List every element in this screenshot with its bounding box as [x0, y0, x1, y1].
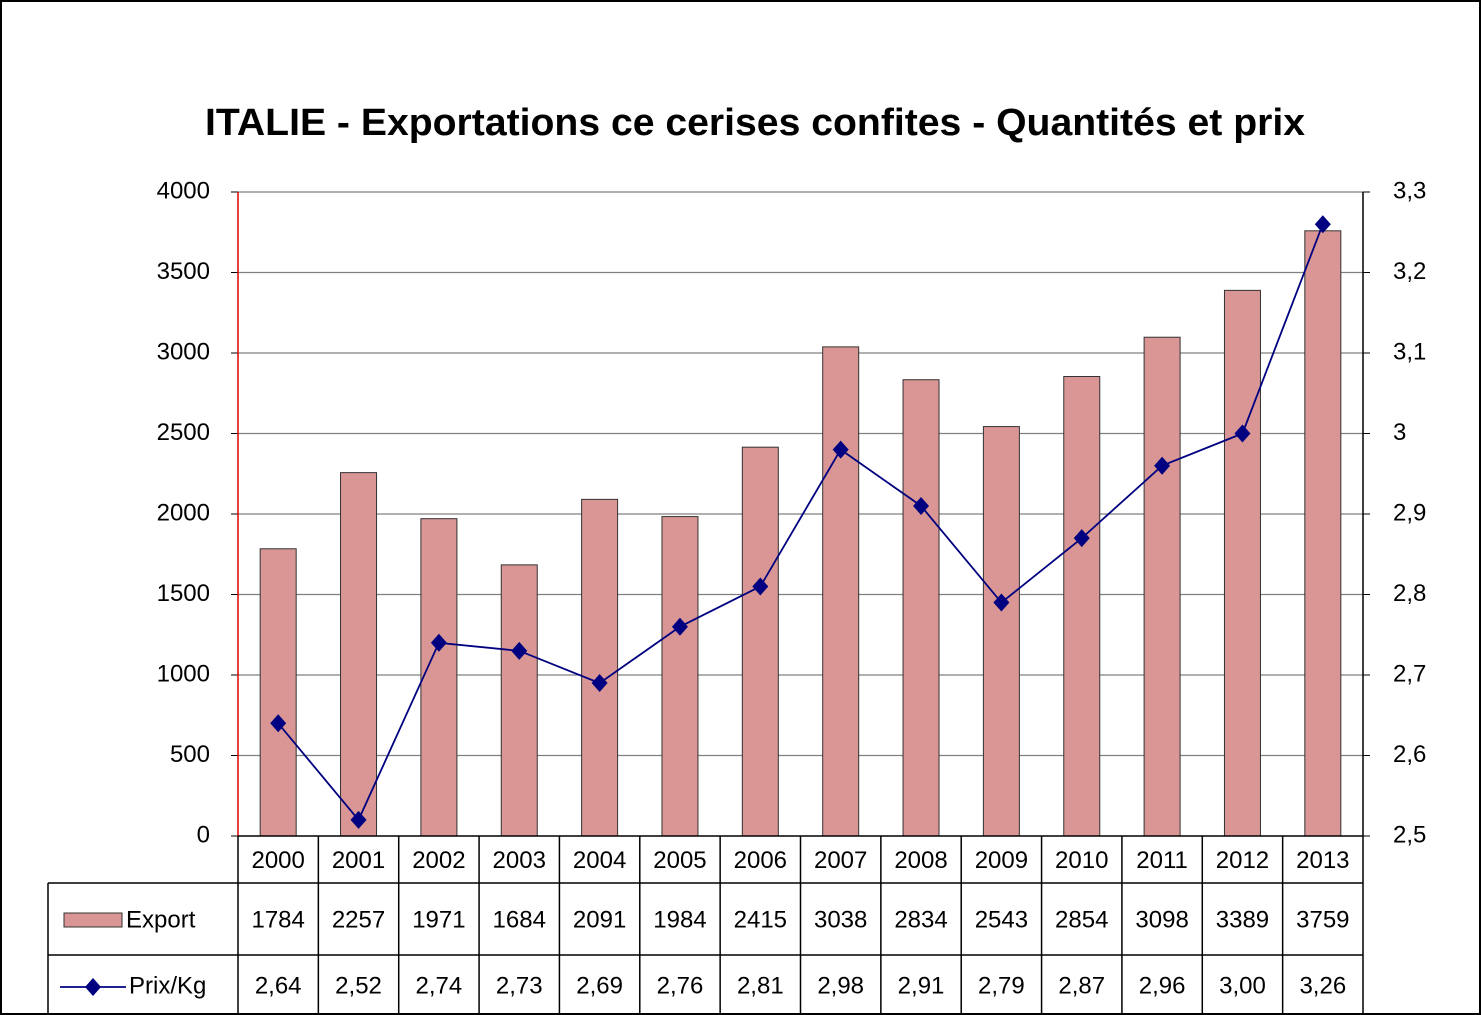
marker [832, 440, 849, 459]
table-value: 2834 [894, 906, 947, 933]
table-value: 2,91 [898, 972, 945, 999]
table-value: 2,69 [576, 972, 623, 999]
y2-tick-label: 2,5 [1393, 821, 1426, 848]
table-value: 3098 [1135, 906, 1188, 933]
y2-tick-label: 2,7 [1393, 660, 1426, 687]
legend-swatch [63, 912, 123, 928]
table-value: 2,52 [335, 972, 382, 999]
y-tick-label: 1000 [157, 660, 210, 687]
bar [1063, 376, 1101, 837]
y-tick-label: 2500 [157, 419, 210, 446]
table-value: 2854 [1055, 906, 1108, 933]
bar [822, 346, 860, 837]
table-value: 2,64 [255, 972, 302, 999]
table-value: 2257 [332, 906, 385, 933]
bar [982, 426, 1020, 837]
bar [500, 564, 538, 837]
table-value: 3038 [814, 906, 867, 933]
marker [671, 617, 688, 636]
bar [1223, 289, 1261, 837]
y2-tick-label: 3,3 [1393, 177, 1426, 204]
legend-label: Prix/Kg [129, 972, 206, 999]
x-tick-label: 2004 [573, 847, 626, 874]
y2-tick-label: 3,1 [1393, 338, 1426, 365]
x-tick-label: 2003 [493, 847, 546, 874]
table-value: 2,87 [1058, 972, 1105, 999]
marker [350, 810, 367, 829]
bar [340, 472, 378, 837]
table-value: 2,98 [817, 972, 864, 999]
bar [259, 548, 297, 837]
table-value: 2,73 [496, 972, 543, 999]
y2-tick-label: 3 [1393, 419, 1406, 446]
x-tick-label: 2009 [975, 847, 1028, 874]
y-tick-label: 500 [170, 741, 210, 768]
y2-tick-label: 3,2 [1393, 258, 1426, 285]
legend-label: Export [126, 906, 196, 933]
legend-marker [85, 978, 101, 996]
table-value: 2091 [573, 906, 626, 933]
table-value: 2543 [975, 906, 1028, 933]
x-tick-label: 2006 [734, 847, 787, 874]
y2-tick-label: 2,8 [1393, 580, 1426, 607]
table-value: 2,74 [416, 972, 463, 999]
y-tick-label: 1500 [157, 580, 210, 607]
table-value: 3,26 [1299, 972, 1346, 999]
bar [1304, 230, 1342, 837]
table-value: 3389 [1216, 906, 1269, 933]
table-value: 1984 [653, 906, 706, 933]
x-tick-label: 2007 [814, 847, 867, 874]
marker [993, 593, 1010, 612]
bar [661, 516, 699, 837]
marker [913, 496, 930, 515]
y-tick-label: 3500 [157, 258, 210, 285]
bar [1143, 336, 1181, 837]
marker [511, 641, 528, 660]
marker [1073, 529, 1090, 548]
marker [1234, 424, 1251, 443]
marker [752, 577, 769, 596]
table-value: 2,96 [1139, 972, 1186, 999]
table-value: 1784 [251, 906, 304, 933]
bar [581, 498, 619, 837]
y-tick-label: 0 [197, 821, 210, 848]
table-value: 2415 [734, 906, 787, 933]
x-tick-label: 2001 [332, 847, 385, 874]
table-value: 3,00 [1219, 972, 1266, 999]
bar [902, 379, 940, 837]
bar [741, 446, 779, 837]
y-tick-label: 3000 [157, 338, 210, 365]
x-tick-label: 2011 [1136, 847, 1188, 874]
y2-tick-label: 2,9 [1393, 499, 1426, 526]
y-tick-label: 4000 [157, 177, 210, 204]
marker [270, 714, 287, 733]
table-value: 1971 [412, 906, 465, 933]
table-value: 3759 [1296, 906, 1349, 933]
x-tick-label: 2008 [894, 847, 947, 874]
marker [1314, 215, 1331, 234]
line [277, 223, 1324, 822]
y2-tick-label: 2,6 [1393, 741, 1426, 768]
marker [591, 674, 608, 693]
bar [420, 518, 458, 837]
chart-title: ITALIE - Exportations ce cerises confite… [205, 102, 1305, 144]
table-value: 1684 [493, 906, 546, 933]
marker [1154, 456, 1171, 475]
marker [430, 633, 447, 652]
table-value: 2,76 [657, 972, 704, 999]
x-tick-label: 2000 [251, 847, 304, 874]
x-tick-label: 2005 [653, 847, 706, 874]
x-tick-label: 2010 [1055, 847, 1108, 874]
x-tick-label: 2002 [412, 847, 465, 874]
x-tick-label: 2012 [1216, 847, 1269, 874]
y-tick-label: 2000 [157, 499, 210, 526]
table-value: 2,79 [978, 972, 1025, 999]
x-tick-label: 2013 [1296, 847, 1349, 874]
table-value: 2,81 [737, 972, 784, 999]
